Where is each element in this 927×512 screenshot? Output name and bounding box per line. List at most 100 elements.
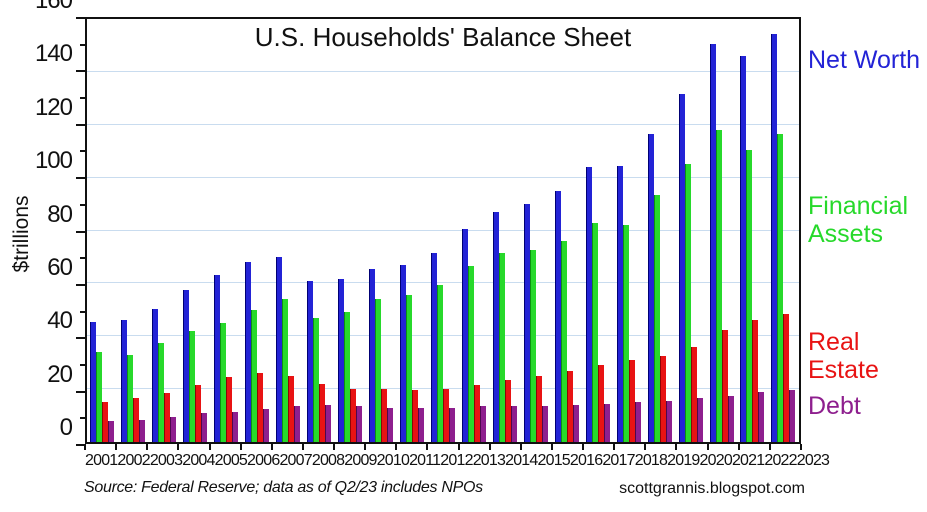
bar-net-worth-2020 (678, 94, 685, 442)
x-tick-15 (550, 444, 553, 450)
x-tick-label-2018: 2018 (634, 452, 668, 469)
bar-real-estate-2011 (412, 390, 418, 442)
bar-net-worth-2004 (183, 289, 190, 442)
x-tick-label-2004: 2004 (182, 452, 215, 469)
bar-financial-assets-2001 (96, 352, 103, 442)
bar-debt-2003 (170, 416, 177, 442)
y-major-tick-20 (76, 390, 85, 393)
x-tick-label-2017: 2017 (602, 452, 635, 469)
bar-net-worth-2006 (245, 262, 252, 442)
bar-cluster-2018 (613, 19, 644, 442)
bar-real-estate-2015 (535, 375, 542, 442)
x-tick-18 (644, 444, 647, 450)
x-tick-label-2009: 2009 (344, 452, 377, 469)
x-tick-16 (582, 444, 585, 450)
x-tick-14 (519, 444, 522, 450)
bar-cluster-2014 (489, 19, 520, 442)
bar-real-estate-2022 (752, 320, 759, 442)
bar-financial-assets-2002 (127, 354, 134, 442)
bar-debt-2014 (510, 406, 517, 442)
x-tick-label-2005: 2005 (214, 452, 248, 469)
gridline-20 (87, 388, 799, 390)
bar-cluster-2021 (706, 19, 737, 442)
bar-debt-2001 (108, 420, 115, 442)
y-tick-label-120: 120 (34, 93, 73, 121)
bar-net-worth-2022 (740, 56, 747, 442)
y-minor-tick-130 (80, 97, 85, 100)
bar-cluster-2007 (273, 19, 304, 442)
bar-debt-2016 (572, 405, 579, 442)
bar-real-estate-2002 (133, 398, 140, 442)
bar-net-worth-2021 (709, 44, 716, 442)
bars-container (87, 19, 799, 442)
bar-debt-2008 (325, 405, 332, 442)
x-tick-11 (426, 444, 429, 450)
x-tick-label-2011: 2011 (409, 452, 441, 469)
bar-cluster-2011 (397, 19, 428, 442)
y-major-tick-160 (76, 17, 85, 19)
bar-financial-assets-2005 (220, 323, 227, 442)
bar-net-worth-2012 (430, 252, 437, 442)
bar-debt-2009 (356, 406, 363, 442)
bar-cluster-2010 (366, 19, 397, 442)
y-minor-tick-70 (80, 257, 85, 260)
bar-debt-2012 (448, 407, 455, 442)
x-tick-7 (301, 444, 304, 450)
bar-real-estate-2023 (783, 313, 790, 442)
y-major-tick-140 (76, 70, 85, 73)
bar-net-worth-2014 (492, 212, 499, 442)
bar-cluster-2016 (551, 19, 582, 442)
bar-financial-assets-2010 (375, 299, 382, 442)
bar-financial-assets-2007 (282, 299, 289, 442)
bar-debt-2002 (139, 419, 146, 442)
bar-real-estate-2014 (504, 379, 511, 442)
bar-debt-2005 (232, 411, 239, 442)
bar-debt-2007 (294, 406, 301, 442)
bar-net-worth-2007 (276, 256, 283, 442)
y-major-tick-0 (76, 444, 85, 446)
bar-real-estate-2018 (628, 360, 635, 442)
x-tick-2 (146, 444, 149, 450)
bar-net-worth-2010 (369, 268, 376, 442)
x-labels-container: 2001 2002 2003 2004 2005 2006 2007 2008 2009 2010… (85, 452, 830, 470)
bar-debt-2019 (665, 401, 672, 442)
x-tick-label-2001: 2001 (85, 452, 118, 469)
x-tick-19 (675, 444, 678, 450)
x-tick-label-2019: 2019 (667, 452, 700, 469)
bar-cluster-2019 (644, 19, 675, 442)
bar-cluster-2009 (335, 19, 366, 442)
bar-net-worth-2018 (616, 165, 623, 442)
x-tick-9 (364, 444, 367, 450)
x-tick-10 (395, 444, 398, 450)
bar-debt-2021 (727, 395, 734, 442)
bar-net-worth-2013 (461, 229, 468, 442)
y-tick-label-60: 60 (47, 253, 73, 281)
x-tick-label-2010: 2010 (376, 452, 410, 469)
chart-title: U.S. Households' Balance Sheet (254, 22, 632, 52)
bar-financial-assets-2004 (189, 330, 196, 442)
bar-cluster-2023 (768, 19, 799, 442)
y-tick-label-160: 160 (34, 0, 73, 14)
bar-net-worth-2002 (121, 320, 128, 442)
bar-net-worth-2016 (554, 190, 561, 442)
y-axis: 0 20 40 60 80 100 120 140 160 (0, 0, 85, 446)
bar-financial-assets-2008 (313, 317, 320, 442)
x-tick-3 (177, 444, 180, 450)
bar-net-worth-2023 (771, 33, 778, 442)
bar-debt-2004 (201, 412, 208, 442)
y-tick-label-140: 140 (34, 40, 73, 68)
bar-financial-assets-2012 (436, 284, 443, 442)
source-note: Source: Federal Reserve; data as of Q2/2… (84, 479, 483, 496)
x-tick-21 (737, 444, 740, 450)
x-tick-17 (613, 444, 616, 450)
x-tick-label-2006: 2006 (247, 452, 280, 469)
bar-net-worth-2005 (214, 275, 221, 442)
gridline-80 (87, 229, 799, 231)
legend-label-financial-assets: Financial Assets (808, 192, 909, 248)
y-major-tick-60 (76, 283, 85, 286)
y-tick-label-40: 40 (47, 307, 73, 335)
x-tick-1 (115, 444, 118, 450)
bar-financial-assets-2017 (591, 222, 598, 442)
bar-net-worth-2003 (152, 308, 159, 442)
gridline-40 (87, 335, 799, 337)
